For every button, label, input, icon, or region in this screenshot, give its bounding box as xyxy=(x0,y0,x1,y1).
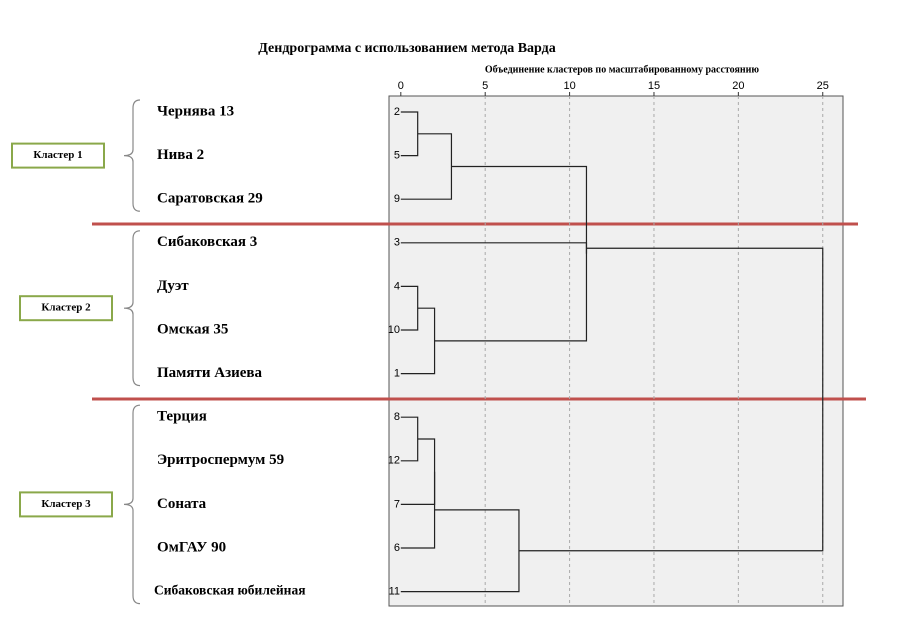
cluster-label: Кластер 1 xyxy=(33,149,82,161)
leaf-id: 5 xyxy=(394,150,400,162)
leaf-name: Омская 35 xyxy=(157,321,228,337)
leaf-id: 2 xyxy=(394,106,400,118)
cluster-box xyxy=(19,491,113,518)
cluster-box xyxy=(19,295,113,322)
plot-area xyxy=(388,95,844,607)
leaf-name: Саратовская 29 xyxy=(157,191,263,207)
merge-link xyxy=(400,416,419,462)
cluster-box xyxy=(11,142,105,169)
leaf-name: Сибаковская юбилейная xyxy=(154,583,306,598)
leaf-name: Дуэт xyxy=(157,278,189,294)
cluster-label: Кластер 3 xyxy=(41,498,91,510)
merge-link xyxy=(518,247,824,552)
merge-link xyxy=(400,471,436,549)
x-tick-label: 20 xyxy=(732,80,744,92)
leaf-name: Терция xyxy=(157,409,207,425)
leaf-name: ОмГАУ 90 xyxy=(157,539,226,555)
cluster-brace xyxy=(123,404,141,605)
leaf-id: 11 xyxy=(389,586,400,598)
leaf-id: 9 xyxy=(394,193,400,205)
leaf-id: 6 xyxy=(394,542,400,554)
merge-link xyxy=(400,509,520,593)
leaf-name: Соната xyxy=(157,496,207,512)
leaf-name: Чернява 13 xyxy=(157,103,234,119)
leaf-id: 8 xyxy=(394,411,400,423)
merge-link xyxy=(400,242,588,254)
merge-link xyxy=(400,111,419,157)
cluster-brace xyxy=(123,230,141,387)
x-tick-label: 25 xyxy=(817,80,829,92)
x-tick-label: 10 xyxy=(563,80,575,92)
leaf-name: Нива 2 xyxy=(157,147,204,163)
x-tick-label: 15 xyxy=(648,80,660,92)
leaf-name: Памяти Азиева xyxy=(157,365,263,381)
leaf-name: Сибаковская 3 xyxy=(157,234,257,250)
cluster-brace xyxy=(123,99,141,212)
leaf-id: 1 xyxy=(394,368,400,380)
x-tick-label: 0 xyxy=(398,80,404,92)
leaf-id: 10 xyxy=(388,324,400,336)
merge-link xyxy=(400,285,419,331)
x-axis-label: Объединение кластеров по масштабированно… xyxy=(485,64,760,75)
chart-title: Дендрограмма с использованием метода Вар… xyxy=(258,41,556,56)
leaf-id: 7 xyxy=(394,498,400,510)
leaf-name: Эритроспермум 59 xyxy=(157,452,284,468)
leaf-id: 3 xyxy=(394,237,400,249)
merge-link xyxy=(400,133,453,200)
x-tick-label: 5 xyxy=(482,80,488,92)
cluster-label: Кластер 2 xyxy=(41,302,91,314)
leaf-id: 12 xyxy=(388,455,400,467)
leaf-id: 4 xyxy=(394,280,400,292)
